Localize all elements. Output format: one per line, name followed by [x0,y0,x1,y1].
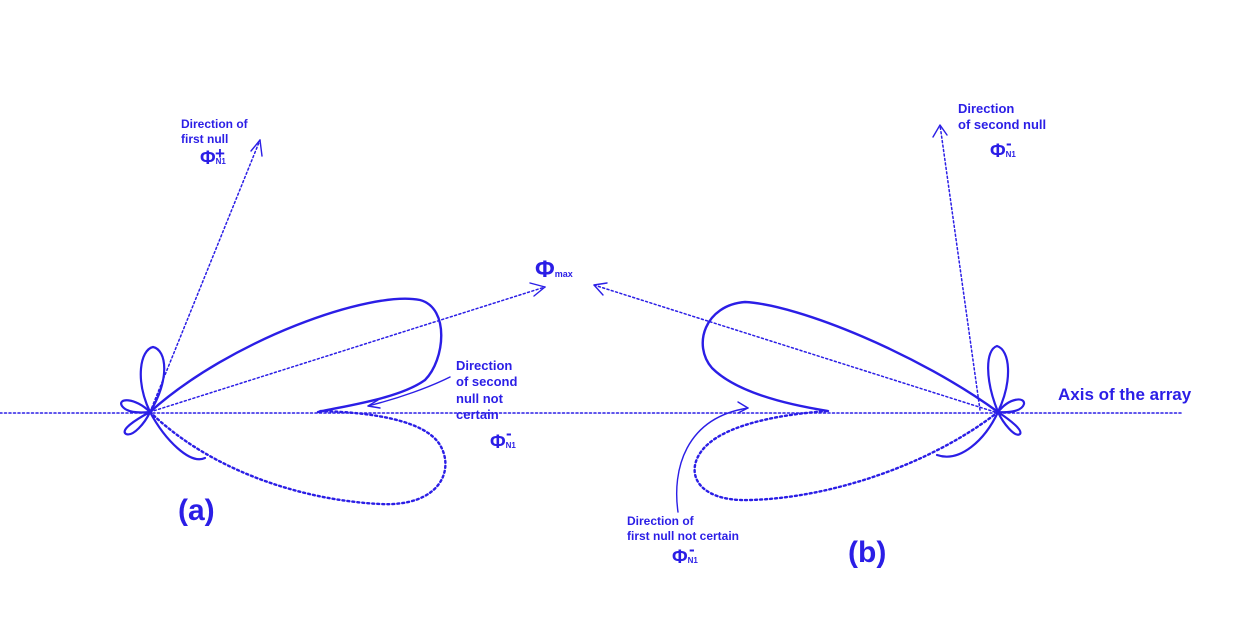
a-main-lobe [148,297,443,414]
symbol-subscript: N1 [505,441,516,450]
a-second-null-label: Direction of second null not certain [456,358,517,423]
phi-symbol: Φ [990,141,1006,162]
symbol-superscript: + [215,144,225,163]
symbol-superscript: - [689,540,695,559]
b-second-null-line2: of second null [958,117,1047,133]
a-first-null-line1: Direction of [181,117,248,131]
a-first-null-arrowhead [250,139,263,157]
symbol-subscript: N1 [215,157,226,166]
b-dotted-lobe [693,409,1000,502]
b-first-null-line2: first null not certain [627,529,740,543]
b-first-null-line1: Direction of [627,514,694,528]
a-second-null-symbol: ΦN1 [490,432,516,454]
phi-symbol: Φ [535,256,555,283]
b-side-lobe-down [935,410,1000,458]
a-side-lobe-left-upper [120,399,152,414]
a-first-null-line2: first null [181,132,229,146]
b-first-null-leader [675,407,749,513]
symbol-superscript: - [506,424,512,443]
b-second-null-direction [939,124,981,411]
b-first-null-label: Direction of first null not certain [627,514,739,544]
a-phi-max-arrowhead [529,282,546,297]
a-second-null-leader [367,376,451,407]
a-second-null-line3: null not [456,390,503,406]
symbol-superscript: - [1006,134,1012,153]
b-second-null-arrowhead [932,124,948,138]
a-second-null-line2: of second [456,374,518,390]
a-side-lobe-down [148,410,207,461]
symbol-subscript: max [554,269,573,279]
b-first-null-arrowhead [737,401,749,414]
phi-max-label: Φmax [535,256,573,284]
b-second-null-line1: Direction [958,101,1015,116]
a-first-null-symbol: ΦN1 [200,148,226,170]
b-phi-max-arrowhead [593,282,608,296]
a-dotted-lobe [148,409,447,506]
b-second-null-label: Direction of second null [958,101,1046,134]
phi-symbol: Φ [672,547,688,568]
b-first-null-symbol: ΦN1 [672,547,698,569]
b-side-lobe-right-upper [996,398,1026,414]
b-second-null-symbol: ΦN1 [990,141,1016,163]
phi-symbol: Φ [200,148,216,169]
b-main-lobe [701,300,1000,414]
panel-a-label: (a) [178,494,215,527]
a-second-null-line4: certain [456,406,499,422]
a-phi-max-direction [149,286,546,413]
a-side-lobe-up [139,345,166,414]
panel-b-label: (b) [848,536,887,569]
b-side-lobe-right-lower [996,410,1022,436]
axis-label: Axis of the array [1058,385,1192,404]
symbol-subscript: N1 [687,556,698,565]
phi-symbol: Φ [490,432,506,453]
b-phi-max-direction [593,284,996,413]
b-side-lobe-up [987,344,1010,414]
a-first-null-direction [149,139,261,413]
a-second-null-line1: Direction [456,358,513,373]
a-side-lobe-left-lower [123,410,152,436]
symbol-subscript: N1 [1005,150,1016,159]
a-second-null-arrowhead [367,399,381,409]
a-first-null-label: Direction of first null [181,117,248,147]
